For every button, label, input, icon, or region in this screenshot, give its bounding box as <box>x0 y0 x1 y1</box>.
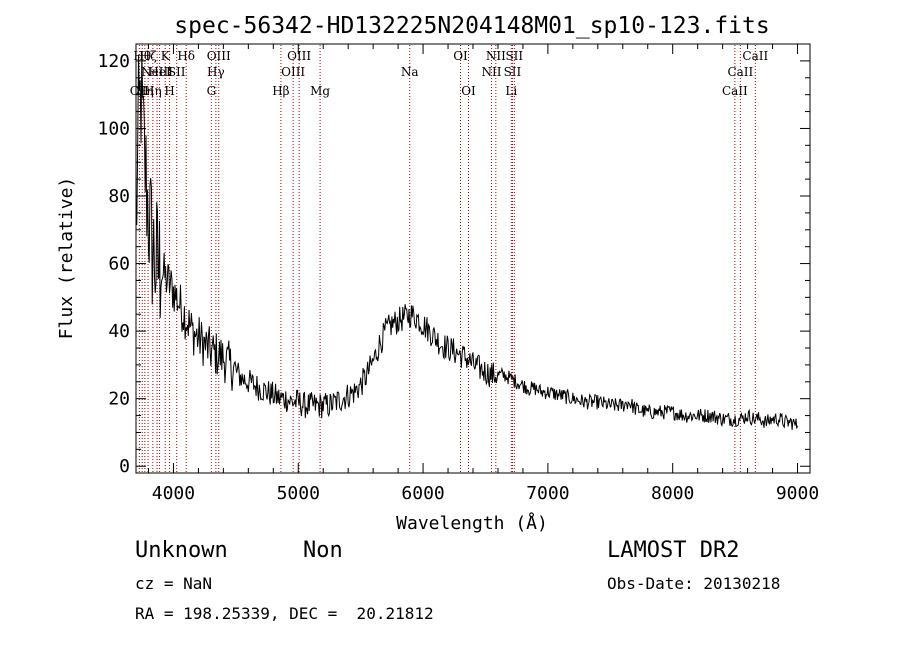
y-axis-label: Flux (relative) <box>56 177 77 340</box>
coordinates-label: RA = 198.25339, DEC = 20.21812 <box>135 604 434 623</box>
line-marker-label: SII <box>504 65 522 79</box>
x-tick-label: 6000 <box>401 483 444 504</box>
line-marker-label: CaII <box>727 65 753 79</box>
line-marker-label: Hζ <box>140 49 157 63</box>
obs-date-label: Obs-Date: 20130218 <box>607 574 781 593</box>
subclass-label: Non <box>303 538 343 563</box>
y-tick-label: 80 <box>108 186 130 207</box>
classification-label: Unknown <box>135 538 228 563</box>
y-tick-label: 40 <box>108 321 130 342</box>
y-tick-label: 20 <box>108 389 130 410</box>
line-marker-label: Hβ <box>272 84 289 98</box>
line-marker-label: Na <box>401 65 419 79</box>
line-marker-label: K <box>161 49 171 63</box>
line-marker-label: Li <box>505 84 517 98</box>
chart-title: spec-56342-HD132225N204148M01_sp10-123.f… <box>174 13 769 39</box>
x-tick-label: 5000 <box>277 483 320 504</box>
y-axis-ticks: 0 20 40 60 80 100 120 <box>97 51 810 477</box>
line-marker-label: OI <box>453 49 468 63</box>
line-marker-label: OI <box>461 84 476 98</box>
line-marker-label: Hδ <box>177 49 195 63</box>
line-marker-label: OIII <box>281 65 305 79</box>
x-tick-label: 8000 <box>651 483 694 504</box>
line-marker-label: G <box>207 84 217 98</box>
line-marker-label: Mg <box>310 84 330 98</box>
y-tick-label: 0 <box>119 456 130 477</box>
x-tick-label: 9000 <box>776 483 819 504</box>
x-tick-label: 7000 <box>526 483 569 504</box>
x-axis-label: Wavelength (Å) <box>396 512 548 534</box>
y-tick-label: 60 <box>108 254 130 275</box>
plot-frame <box>135 43 811 474</box>
x-tick-label: 4000 <box>152 483 195 504</box>
line-marker-label: CaII <box>742 49 768 63</box>
survey-label: LAMOST DR2 <box>607 538 740 563</box>
spectrum-series <box>135 54 798 430</box>
y-tick-label: 100 <box>97 118 130 139</box>
line-marker-label: SII <box>168 65 186 79</box>
spectrum-line <box>135 54 798 430</box>
line-marker-label: OIII <box>207 49 231 63</box>
line-marker-label: SII <box>505 49 523 63</box>
line-marker-label: CaII <box>722 84 748 98</box>
line-marker-label: Hη <box>144 84 162 98</box>
line-marker-label: OIII <box>287 49 311 63</box>
x-axis-ticks: 4000 5000 6000 7000 8000 9000 <box>147 44 819 504</box>
line-marker-label: H <box>164 84 174 98</box>
line-marker-label: Hγ <box>207 65 225 79</box>
redshift-label: cz = NaN <box>135 574 213 593</box>
line-marker-label: NII <box>481 65 501 79</box>
y-tick-label: 120 <box>97 51 130 72</box>
line-marker-label: NII <box>486 49 506 63</box>
